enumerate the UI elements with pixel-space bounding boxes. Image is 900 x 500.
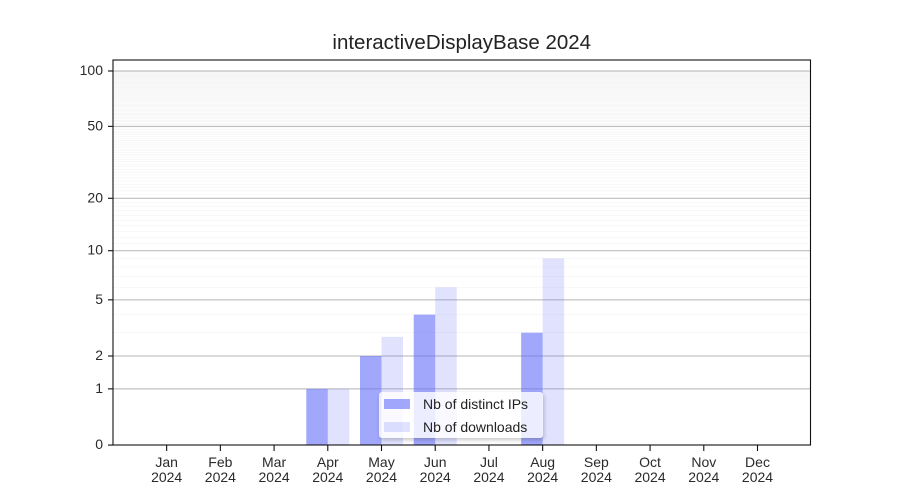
svg-text:20: 20 — [87, 189, 103, 205]
svg-text:Feb: Feb — [208, 454, 232, 470]
svg-text:2024: 2024 — [473, 469, 504, 485]
svg-text:Dec: Dec — [745, 454, 770, 470]
svg-text:Apr: Apr — [317, 454, 339, 470]
svg-text:2024: 2024 — [312, 469, 343, 485]
svg-text:Jun: Jun — [424, 454, 447, 470]
svg-text:2: 2 — [95, 347, 103, 363]
svg-text:2024: 2024 — [151, 469, 182, 485]
svg-text:Oct: Oct — [639, 454, 661, 470]
svg-text:May: May — [368, 454, 394, 470]
svg-text:Aug: Aug — [530, 454, 555, 470]
svg-text:50: 50 — [87, 117, 103, 133]
svg-text:Nov: Nov — [691, 454, 716, 470]
svg-text:2024: 2024 — [366, 469, 397, 485]
svg-text:5: 5 — [95, 291, 103, 307]
svg-text:2024: 2024 — [420, 469, 451, 485]
svg-text:2024: 2024 — [688, 469, 719, 485]
svg-text:Jan: Jan — [155, 454, 178, 470]
svg-text:Sep: Sep — [584, 454, 609, 470]
svg-text:2024: 2024 — [581, 469, 612, 485]
svg-text:2024: 2024 — [259, 469, 290, 485]
svg-text:Jul: Jul — [480, 454, 498, 470]
svg-text:2024: 2024 — [527, 469, 558, 485]
svg-text:1: 1 — [95, 380, 103, 396]
svg-text:2024: 2024 — [634, 469, 665, 485]
svg-text:Mar: Mar — [262, 454, 286, 470]
svg-text:10: 10 — [87, 242, 103, 258]
svg-text:2024: 2024 — [205, 469, 236, 485]
svg-text:interactiveDisplayBase 2024: interactiveDisplayBase 2024 — [332, 31, 591, 54]
svg-text:0: 0 — [95, 436, 103, 452]
svg-text:2024: 2024 — [742, 469, 773, 485]
svg-text:100: 100 — [80, 62, 104, 78]
